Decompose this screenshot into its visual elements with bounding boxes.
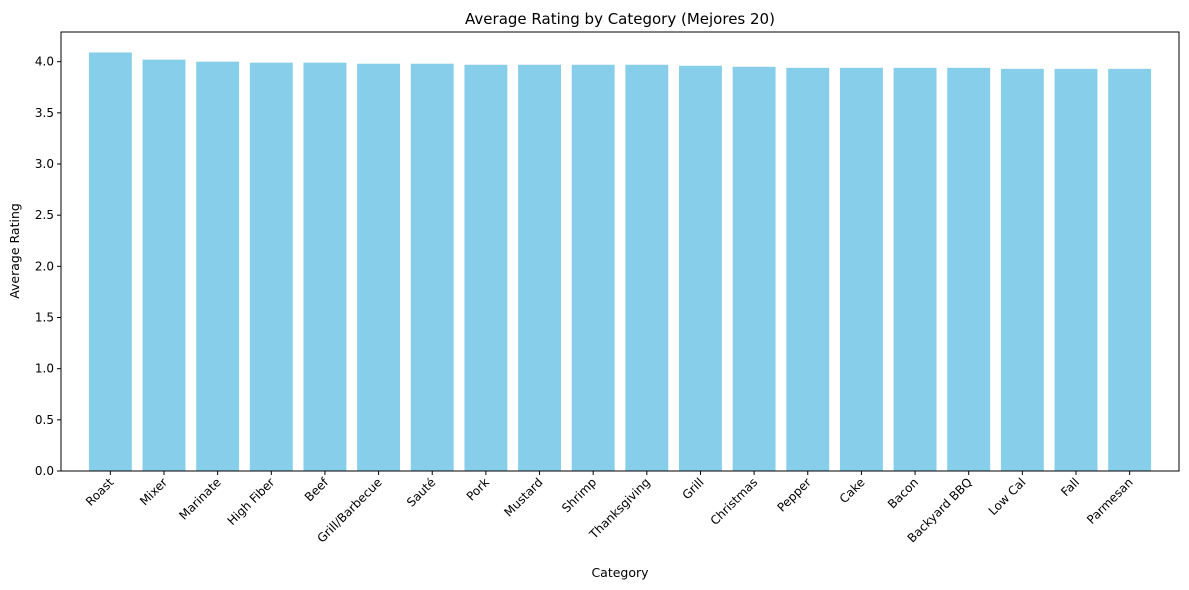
y-tick-label: 3.5: [35, 106, 54, 120]
bar-saut-: [410, 63, 454, 472]
x-tick-label: High Fiber: [225, 475, 278, 528]
x-tick-label: Christmas: [708, 475, 761, 528]
y-axis-label: Average Rating: [7, 203, 22, 299]
bars-group: [88, 52, 1152, 472]
bar-bacon: [893, 67, 937, 471]
bar-fall: [1054, 68, 1098, 471]
y-tick-label: 3.0: [35, 157, 54, 171]
x-tick-label: Mustard: [501, 475, 545, 519]
x-tick-label: Beef: [302, 475, 332, 505]
x-tick-label: Mixer: [137, 475, 170, 508]
x-axis-label: Category: [591, 565, 649, 580]
bar-roast: [88, 52, 132, 472]
bar-grill-barbecue: [357, 63, 401, 472]
x-tick-label: Pepper: [774, 475, 813, 514]
plot-frame: [60, 31, 1180, 472]
bar-parmesan: [1108, 68, 1152, 471]
y-tick-label: 0.0: [35, 464, 54, 478]
bar-thanksgiving: [625, 64, 669, 472]
x-axis: Roast Mixer Marinate High Fiber BeefGrill/Ba…: [83, 471, 1136, 546]
bar-pork: [464, 64, 508, 472]
x-tick-label: Fall: [1058, 475, 1082, 499]
x-tick-label: Parmesan: [1084, 475, 1136, 527]
y-tick-label: 4.0: [35, 55, 54, 69]
bar-cake: [839, 67, 883, 471]
bar-christmas: [732, 66, 776, 471]
x-tick-label: Roast: [83, 475, 117, 509]
bar-mustard: [518, 64, 561, 472]
x-tick-label: Pork: [464, 475, 492, 503]
bar-grill: [679, 65, 722, 472]
bar-shrimp: [571, 64, 615, 472]
x-tick-label: Grill: [680, 475, 707, 502]
y-tick-label: 2.5: [35, 208, 54, 222]
x-tick-label: Bacon: [885, 475, 921, 511]
bar-pepper: [786, 67, 830, 471]
bar-mixer: [142, 59, 186, 472]
bar-high-fiber: [249, 62, 293, 471]
y-axis: 0.0 0.5 1.0 1.5 2.0 2.5 3.0 3.5 4.0: [35, 55, 61, 478]
plot-area: 0.0 0.5 1.0 1.5 2.0 2.5 3.0 3.5 4.0 Roast Mixer Ma…: [35, 31, 1180, 546]
x-tick-label: Shrimp: [559, 475, 599, 515]
chart-title: Average Rating by Category (Mejores 20): [465, 10, 775, 28]
x-tick-label: Sauté: [404, 475, 438, 509]
x-tick-label: Cake: [837, 475, 868, 506]
x-tick-label: Low Cal: [986, 475, 1029, 518]
bar-low-cal: [1000, 68, 1044, 471]
bar-backyard-bbq: [947, 67, 991, 471]
y-tick-label: 0.5: [35, 413, 54, 427]
bar-marinate: [196, 61, 240, 471]
x-tick-label: Marinate: [176, 475, 223, 522]
y-tick-label: 2.0: [35, 259, 54, 273]
bar-beef: [303, 62, 347, 471]
y-tick-label: 1.0: [35, 362, 54, 376]
y-tick-label: 1.5: [35, 311, 54, 325]
